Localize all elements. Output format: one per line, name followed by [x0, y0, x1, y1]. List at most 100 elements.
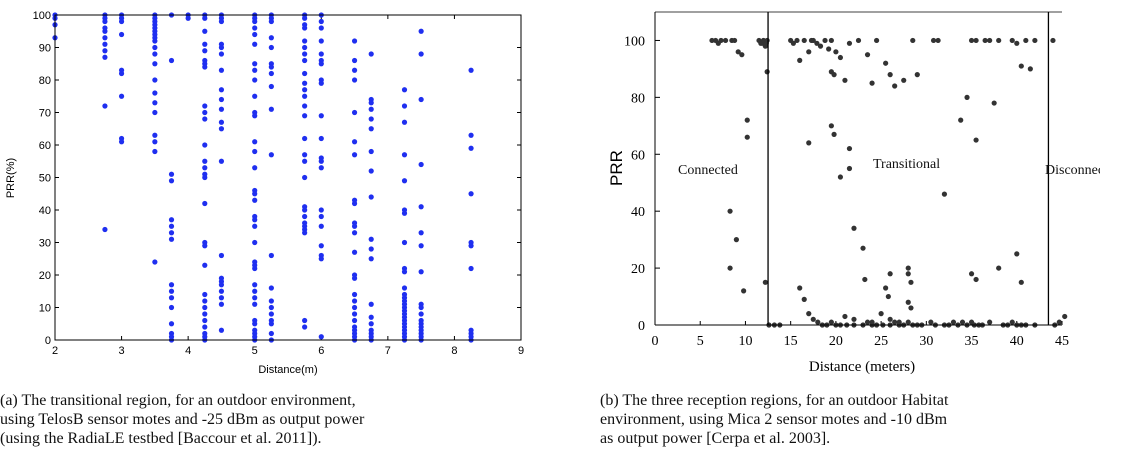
data-point: [302, 207, 308, 213]
data-point: [815, 319, 821, 325]
x-tick-label: 7: [385, 345, 391, 357]
data-point: [418, 204, 424, 210]
data-point: [202, 165, 208, 171]
data-point: [252, 197, 258, 203]
y-tick-label: 60: [631, 148, 645, 163]
data-point: [318, 80, 324, 86]
y-tick-label: 20: [631, 262, 645, 277]
data-point: [401, 178, 408, 184]
data-point: [368, 256, 374, 262]
data-point: [152, 132, 158, 138]
data-point: [318, 135, 324, 142]
data-point: [218, 288, 225, 294]
data-point: [810, 37, 816, 44]
data-point: [814, 40, 820, 46]
data-point: [351, 38, 358, 44]
data-point: [302, 15, 308, 21]
annotation-transitional: Transitional: [873, 157, 940, 172]
data-point: [168, 178, 175, 184]
data-point: [218, 96, 225, 103]
chart-b-points: [709, 37, 1068, 328]
data-point: [252, 139, 258, 145]
data-point: [252, 77, 258, 83]
y-tick-label: 60: [39, 140, 51, 152]
data-point: [351, 139, 358, 145]
data-point: [302, 51, 308, 57]
data-point: [102, 28, 108, 34]
data-point: [202, 291, 208, 298]
data-point: [351, 200, 358, 207]
data-point: [252, 301, 258, 307]
data-point: [318, 223, 324, 229]
data-point: [718, 37, 724, 44]
data-point: [152, 139, 158, 145]
data-point: [252, 295, 258, 301]
x-tick-label: 35: [965, 334, 979, 349]
data-point: [735, 49, 741, 55]
x-tick-label: 45: [1055, 334, 1069, 349]
data-point: [268, 252, 274, 259]
data-point: [218, 67, 225, 73]
data-point: [905, 319, 911, 325]
x-tick-label: 10: [738, 334, 752, 349]
data-point: [185, 15, 191, 21]
data-point: [152, 109, 158, 116]
data-point: [368, 100, 374, 106]
data-point: [202, 142, 208, 148]
data-point: [252, 25, 258, 31]
data-point: [368, 148, 374, 155]
data-point: [268, 298, 274, 304]
data-point: [202, 243, 208, 249]
data-point: [202, 158, 208, 164]
data-point: [318, 213, 324, 220]
data-point: [837, 174, 844, 180]
data-point: [1009, 37, 1015, 44]
data-point: [268, 70, 274, 77]
data-point: [418, 304, 424, 311]
data-point: [152, 259, 158, 265]
data-point: [810, 316, 816, 322]
data-point: [846, 145, 853, 152]
caption-b-line: environment, using Mica 2 sensor motes a…: [600, 411, 948, 428]
data-point: [252, 165, 258, 171]
data-point: [905, 271, 911, 277]
data-point: [168, 223, 175, 229]
data-point: [202, 109, 208, 116]
data-point: [252, 93, 258, 99]
caption-a-line: (using the RadiaLE testbed [Baccour et a…: [0, 430, 322, 447]
data-point: [959, 319, 966, 325]
data-point: [102, 54, 108, 60]
data-point: [837, 54, 844, 61]
data-point: [152, 90, 158, 96]
data-point: [468, 243, 474, 249]
data-point: [302, 317, 308, 324]
data-point: [1014, 40, 1020, 46]
annotation-disconnected: Disconnected: [1045, 163, 1100, 178]
data-point: [218, 106, 225, 112]
data-point: [1032, 37, 1038, 44]
data-point: [218, 327, 225, 333]
data-point: [102, 48, 108, 54]
data-point: [928, 319, 934, 325]
y-tick-label: 100: [33, 10, 51, 22]
data-point: [302, 87, 308, 93]
y-tick-label: 0: [638, 319, 645, 334]
data-point: [901, 77, 907, 83]
y-tick-label: 70: [39, 108, 51, 120]
data-point: [351, 109, 358, 116]
data-point: [864, 52, 871, 58]
data-point: [168, 236, 175, 242]
data-point: [102, 41, 108, 47]
data-point: [368, 314, 374, 320]
data-point: [842, 313, 848, 320]
data-point: [302, 113, 308, 119]
data-point: [218, 158, 225, 164]
data-point: [855, 37, 862, 44]
caption-a-line: using TelosB sensor motes and -25 dBm as…: [0, 411, 365, 428]
data-point: [318, 158, 324, 164]
data-point: [905, 299, 911, 305]
data-point: [968, 271, 975, 277]
chart-b-y-axis-label: PRR: [607, 150, 626, 186]
data-point: [302, 25, 308, 31]
caption-b: (b) The three reception regions, for an …: [600, 391, 948, 448]
